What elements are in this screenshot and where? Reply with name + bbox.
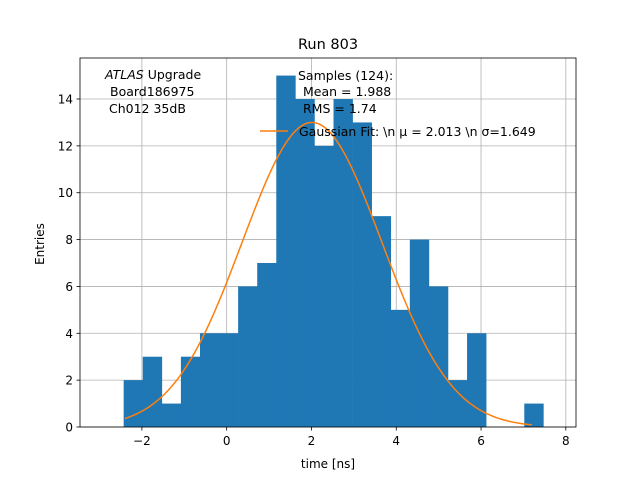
stats-box: Samples (124): Mean = 1.988 RMS = 1.74 <box>298 68 393 116</box>
atlas-label-line1: ATLAS Upgrade <box>104 67 201 82</box>
x-tick-label: 4 <box>392 434 400 448</box>
histogram-bar <box>352 122 372 427</box>
x-tick-label: 0 <box>223 434 231 448</box>
legend: Gaussian Fit: \n μ = 2.013 \n σ=1.649 <box>260 124 536 139</box>
stats-mean: Mean = 1.988 <box>303 84 391 99</box>
histogram-bar <box>295 99 315 427</box>
x-tick-label: 6 <box>477 434 485 448</box>
y-tick-label: 0 <box>65 421 73 435</box>
bars-layer <box>123 75 544 428</box>
gaussian-fit-curve <box>124 121 532 426</box>
stats-rms: RMS = 1.74 <box>303 101 377 116</box>
histogram-bar <box>199 333 220 427</box>
legend-fit-label: Gaussian Fit: \n μ = 2.013 \n σ=1.649 <box>299 124 536 139</box>
histogram-bar <box>219 333 239 427</box>
plot-frame <box>79 57 577 428</box>
histogram-bar <box>524 403 544 427</box>
histogram-bar <box>238 286 258 427</box>
histogram-bar <box>142 356 163 427</box>
y-tick-label: 6 <box>65 280 73 294</box>
x-axis-label: time [ns] <box>301 457 355 471</box>
y-tick-label: 14 <box>58 93 73 107</box>
histogram-bar <box>390 309 411 427</box>
x-tick-label: −2 <box>133 434 151 448</box>
y-tick-label: 12 <box>58 139 73 153</box>
y-axis-label: Entries <box>33 223 47 265</box>
histogram-bar <box>123 380 144 427</box>
y-tick-label: 10 <box>58 186 73 200</box>
atlas-label-upgrade: Upgrade <box>144 67 202 82</box>
histogram-bar <box>333 99 353 427</box>
y-tick-label: 8 <box>65 233 73 247</box>
atlas-label-atlas: ATLAS <box>104 67 144 82</box>
atlas-label: ATLAS Upgrade Board186975 Ch012 35dB <box>104 67 201 116</box>
histogram-bar <box>447 380 468 427</box>
x-tick-label: 8 <box>562 434 570 448</box>
histogram-bar <box>257 263 277 427</box>
histogram-bar <box>276 75 296 428</box>
y-tick-label: 4 <box>65 327 73 341</box>
stats-samples: Samples (124): <box>298 68 393 83</box>
axes-layer: −2 0 2 4 6 8 0 2 4 6 8 10 12 14 <box>58 57 577 448</box>
histogram-bar <box>161 403 182 427</box>
histogram-bar <box>314 145 334 427</box>
atlas-label-board: Board186975 <box>110 84 194 99</box>
x-tick-label: 2 <box>308 434 316 448</box>
histogram-bar <box>428 286 449 427</box>
atlas-label-channel: Ch012 35dB <box>109 101 186 116</box>
chart-title: Run 803 <box>298 37 358 53</box>
histogram-bar <box>371 216 392 427</box>
y-tick-label: 2 <box>65 374 73 388</box>
histogram-bar <box>180 356 201 427</box>
fit-layer <box>124 121 532 426</box>
histogram-bar <box>467 333 487 427</box>
